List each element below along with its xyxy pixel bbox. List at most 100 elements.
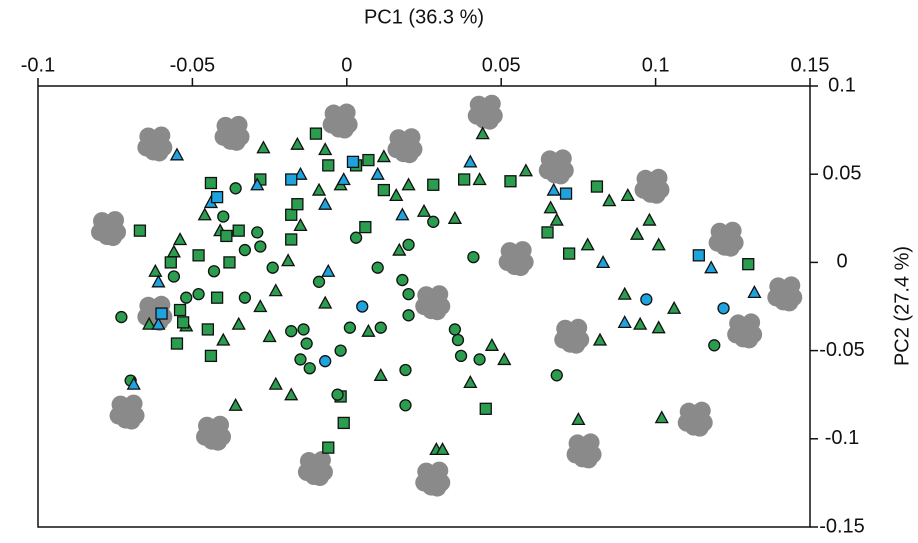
cloud-blob (511, 258, 530, 277)
cloud-point (137, 126, 173, 162)
cloud-point (297, 451, 333, 487)
circle-point (717, 302, 730, 315)
circle-point (229, 182, 242, 195)
triangle-point (268, 376, 283, 390)
triangle-point (392, 242, 407, 256)
triangle-point (253, 299, 268, 313)
square-point (427, 178, 440, 191)
square-point (559, 187, 573, 200)
triangle-point (704, 260, 719, 274)
square-point (479, 402, 492, 415)
cloud-point (322, 103, 358, 139)
y-tick-label: -0.05 (819, 339, 865, 361)
cloud-point (109, 394, 145, 430)
circle-point (192, 288, 205, 301)
triangle-point (268, 283, 283, 297)
circle-point (708, 339, 721, 352)
cloud-blob (780, 293, 799, 312)
circle-point (343, 321, 357, 334)
circle-point (334, 344, 347, 357)
triangle-point (416, 203, 432, 217)
cloud-point (566, 433, 602, 469)
square-point (285, 208, 298, 221)
triangle-point (667, 300, 682, 314)
cloud-point (554, 318, 590, 354)
cloud-blob (310, 468, 329, 487)
square-point (210, 291, 224, 304)
y-tick-label: -0.15 (819, 515, 865, 537)
square-point (192, 249, 205, 262)
square-point (285, 173, 298, 186)
triangle-point (166, 244, 181, 258)
cloud-point (677, 401, 713, 437)
triangle-point (447, 210, 462, 224)
circle-point (473, 353, 486, 366)
cloud-point (498, 241, 534, 277)
cloud-blob (579, 450, 598, 469)
cloud-point (634, 168, 670, 204)
circle-point (331, 388, 344, 401)
circle-point (180, 291, 193, 304)
circle-point (238, 243, 252, 257)
circle-point (303, 362, 316, 375)
square-point (337, 416, 350, 430)
cloud-blob (122, 411, 141, 430)
triangle-point (617, 315, 632, 329)
triangle-point (654, 410, 669, 424)
triangle-point (172, 232, 188, 246)
triangle-point (617, 286, 632, 300)
circle-point (427, 215, 440, 228)
square-point (210, 190, 224, 204)
square-point (164, 256, 177, 269)
cloud-blob (335, 120, 354, 139)
triangle-point (256, 140, 271, 154)
x-tick-label: 0 (341, 54, 352, 76)
triangle-point (228, 397, 243, 411)
cloud-blob (150, 143, 169, 162)
circle-point (207, 265, 221, 278)
y-tick-label: 0.1 (828, 74, 856, 96)
triangle-point (318, 196, 333, 210)
cloud-point (214, 115, 250, 151)
square-point (322, 441, 335, 454)
triangle-point (497, 352, 512, 366)
triangle-point (475, 126, 490, 140)
triangle-point (463, 154, 478, 168)
triangle-point (435, 442, 450, 456)
cloud-blob (209, 432, 228, 451)
square-point (220, 229, 233, 243)
triangle-point (401, 177, 416, 191)
triangle-point (580, 237, 595, 251)
triangle-point (651, 320, 666, 334)
y-tick-label: 0 (836, 251, 847, 273)
cloud-blob (480, 111, 499, 130)
triangle-point (321, 263, 336, 277)
circle-point (167, 270, 181, 283)
x-tick-label: -0.1 (21, 54, 55, 76)
triangle-point (151, 316, 166, 330)
circle-point (217, 210, 230, 223)
cloud-blob (740, 330, 759, 349)
cloud-point (196, 415, 232, 451)
triangle-point (543, 200, 558, 214)
triangle-point (549, 212, 564, 226)
y-tick-label: 0.05 (823, 162, 862, 184)
triangle-point (231, 316, 246, 330)
triangle-point (651, 237, 666, 251)
plot-frame (37, 85, 811, 528)
triangle-point (311, 182, 327, 196)
cloud-point (708, 221, 744, 257)
square-point (173, 303, 187, 317)
triangle-point (216, 332, 231, 346)
square-point (201, 323, 214, 336)
square-point (223, 256, 236, 269)
square-point (176, 316, 190, 329)
circle-point (402, 288, 415, 301)
square-point (309, 127, 323, 140)
triangle-point (197, 207, 212, 221)
square-point (155, 307, 168, 320)
cloud-blob (567, 335, 586, 354)
triangle-point (633, 316, 648, 330)
x-tick-label: 0.05 (482, 54, 521, 76)
